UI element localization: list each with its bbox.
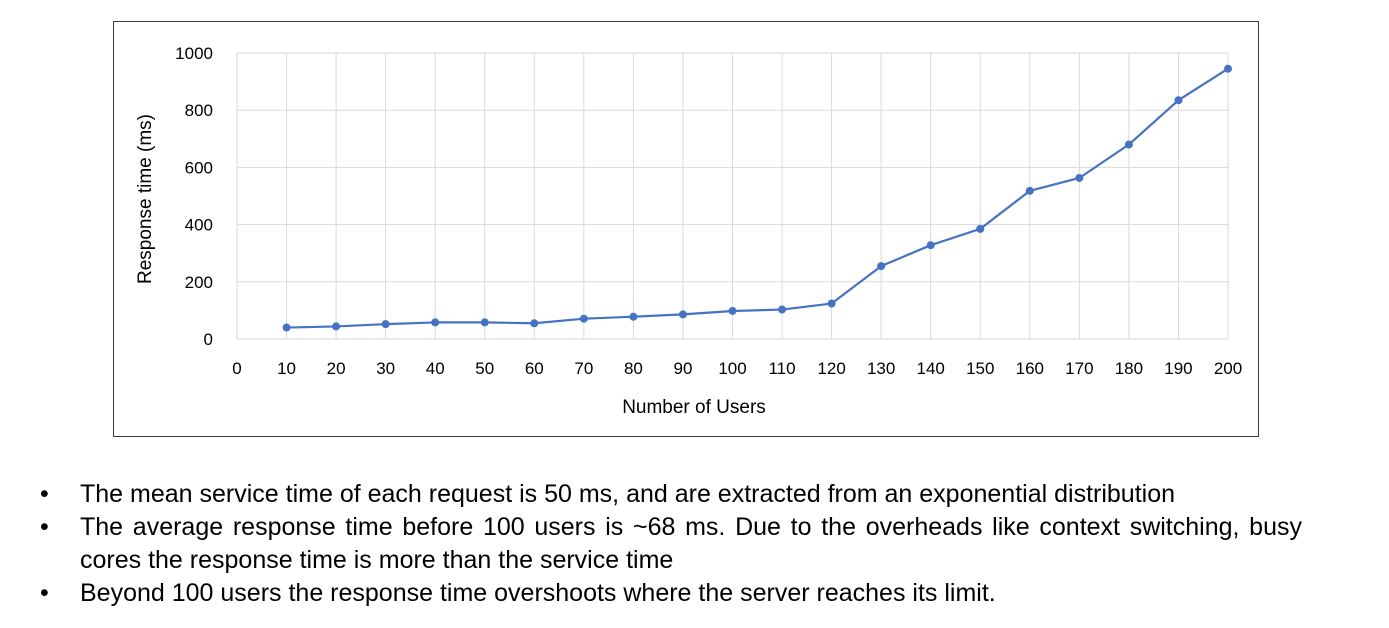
note-item: Beyond 100 users the response time overs… [40, 577, 1302, 610]
x-tick-label: 120 [817, 359, 845, 378]
note-item: The mean service time of each request is… [40, 478, 1302, 511]
x-tick-label: 40 [426, 359, 445, 378]
data-point [480, 318, 489, 327]
x-tick-label: 150 [966, 359, 994, 378]
data-point [1224, 64, 1232, 73]
data-points [282, 64, 1232, 332]
x-tick-label: 100 [718, 359, 746, 378]
y-tick-label: 200 [185, 273, 213, 292]
data-point [1124, 140, 1133, 149]
chart-frame [113, 21, 1259, 437]
x-tick-label: 130 [867, 359, 895, 378]
notes-list: The mean service time of each request is… [40, 478, 1302, 610]
data-point [976, 224, 985, 233]
x-tick-labels: 0 10 20 30 40 50 60 70 80 90 100 110 120 130 140 150 160… [232, 359, 1242, 378]
note-item: The average response time before 100 use… [40, 511, 1302, 577]
data-point [282, 323, 291, 332]
data-point [431, 318, 440, 327]
data-point [629, 312, 638, 321]
x-tick-label: 180 [1115, 359, 1143, 378]
data-point [579, 314, 588, 323]
data-point [778, 305, 787, 314]
data-point [827, 299, 836, 308]
x-tick-label: 70 [574, 359, 593, 378]
y-tick-labels: 0 200 400 600 800 1000 [175, 44, 213, 349]
x-axis-title: Number of Users [622, 397, 766, 418]
series-line [286, 67, 1229, 329]
x-tick-label: 30 [376, 359, 395, 378]
data-point [1075, 173, 1084, 182]
x-tick-label: 160 [1016, 359, 1044, 378]
x-tick-label: 80 [624, 359, 643, 378]
data-point [1174, 96, 1183, 105]
x-tick-label: 140 [917, 359, 945, 378]
y-tick-label: 800 [185, 101, 213, 120]
y-tick-label: 1000 [175, 44, 213, 63]
y-tick-label: 0 [204, 330, 213, 349]
x-tick-label: 0 [232, 359, 241, 378]
y-tick-label: 600 [185, 158, 213, 177]
x-tick-label: 190 [1164, 359, 1192, 378]
data-point [926, 241, 935, 250]
data-point [877, 262, 886, 271]
series-line-path [286, 67, 1229, 329]
x-tick-label: 90 [673, 359, 692, 378]
x-tick-label: 50 [475, 359, 494, 378]
x-tick-label: 200 [1214, 359, 1242, 378]
data-point [332, 322, 341, 331]
x-tick-label: 20 [327, 359, 346, 378]
data-point [1025, 186, 1034, 195]
data-point [381, 320, 390, 329]
x-tick-label: 60 [525, 359, 544, 378]
y-axis-title: Response time (ms) [135, 114, 156, 284]
x-tick-label: 10 [277, 359, 296, 378]
y-tick-label: 400 [185, 216, 213, 235]
x-tick-label: 170 [1065, 359, 1093, 378]
data-point [728, 306, 737, 315]
data-point [530, 319, 539, 328]
data-point [678, 310, 687, 319]
x-tick-label: 110 [768, 359, 795, 378]
grid-lines [236, 52, 1229, 340]
